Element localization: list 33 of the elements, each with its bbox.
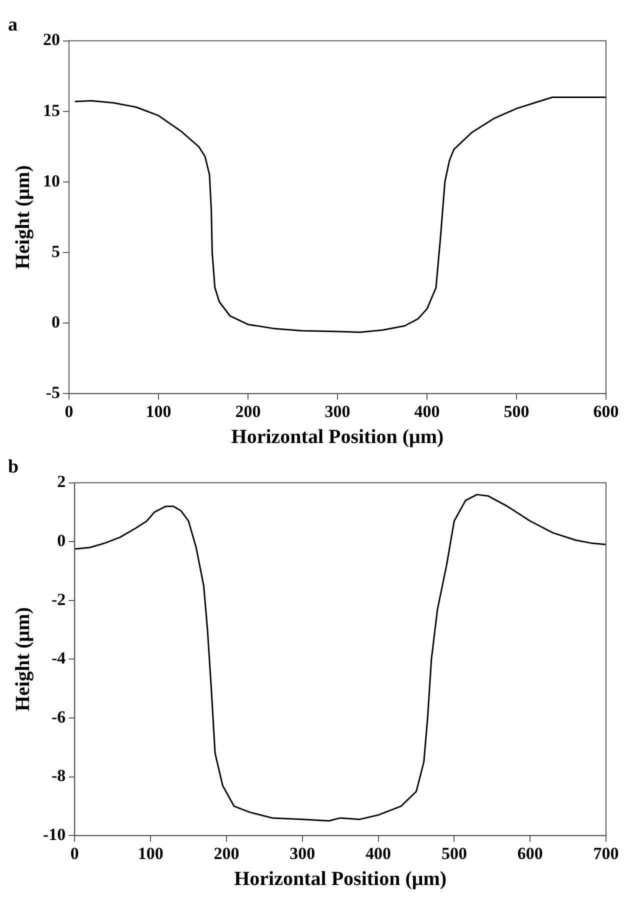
- y-tick-label: 15: [43, 100, 60, 120]
- x-tick-label: 300: [324, 402, 350, 422]
- y-tick-label: -10: [42, 824, 66, 844]
- y-axis-title: Height (μm): [12, 607, 34, 712]
- x-tick-label: 200: [214, 844, 240, 864]
- x-tick-label: 500: [441, 844, 467, 864]
- y-tick-label: 10: [43, 171, 60, 190]
- chart-title: a: [8, 14, 18, 36]
- y-tick-label: 2: [57, 472, 66, 492]
- x-tick-label: 600: [593, 402, 619, 422]
- x-axis-title: Horizontal Position (μm): [234, 868, 447, 890]
- x-tick-label: 700: [593, 844, 619, 864]
- y-axis-title: Height (μm): [12, 165, 34, 270]
- x-axis-title: Horizontal Position (μm): [231, 426, 444, 448]
- x-tick-label: 300: [290, 844, 316, 864]
- x-tick-label: 200: [235, 402, 261, 422]
- y-tick-label: -8: [51, 766, 66, 786]
- x-tick-label: 500: [504, 402, 530, 422]
- x-tick-label: 600: [517, 844, 543, 864]
- x-tick-label: 100: [146, 402, 172, 422]
- y-tick-label: 5: [52, 242, 60, 261]
- y-tick-label: -6: [51, 707, 66, 726]
- y-tick-label: -2: [51, 590, 66, 609]
- x-tick-label: 400: [366, 844, 392, 864]
- y-tick-label: 20: [43, 30, 60, 50]
- x-tick-label: 0: [70, 844, 79, 864]
- y-tick-label: -4: [51, 648, 66, 668]
- x-tick-label: 400: [414, 402, 440, 422]
- y-tick-label: 0: [57, 530, 66, 550]
- y-tick-label: 0: [52, 312, 60, 332]
- x-tick-label: 100: [138, 844, 164, 864]
- chart-title: b: [8, 456, 19, 478]
- y-tick-label: -5: [46, 382, 60, 402]
